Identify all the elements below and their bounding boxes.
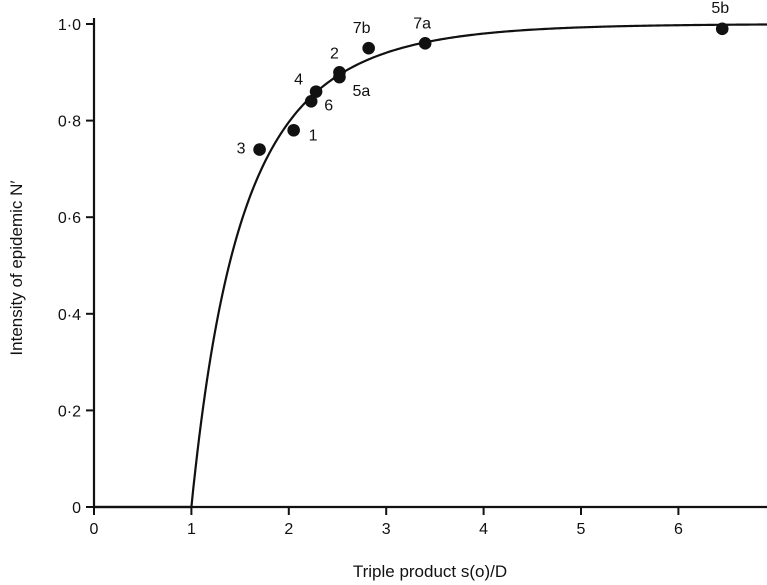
x-tick-label: 6 <box>674 521 683 538</box>
y-tick-label: 0·6 <box>58 210 81 227</box>
data-point-label: 5a <box>352 83 370 100</box>
x-tick-label: 4 <box>479 521 488 538</box>
data-points: 1 2 3 4 5a 5b 6 7a 7b <box>237 0 730 158</box>
y-tick-label: 1·0 <box>58 17 81 34</box>
data-point-label: 3 <box>237 141 246 158</box>
x-tick-label: 5 <box>577 521 586 538</box>
data-point-6 <box>304 94 318 108</box>
y-tick-label: 0·4 <box>58 307 81 324</box>
data-point-5a <box>333 70 346 84</box>
x-axis-title: Triple product s(o)/D <box>353 562 507 581</box>
y-axis: 0 0·2 0·4 0·6 0·8 1·0 <box>58 17 96 517</box>
x-tick-label: 2 <box>284 521 293 538</box>
data-point-label: 7a <box>413 15 431 32</box>
data-point-1 <box>287 123 300 137</box>
data-point-label: 4 <box>294 72 303 89</box>
data-point-3 <box>253 143 266 156</box>
x-tick-label: 0 <box>90 521 99 538</box>
data-point-label: 7b <box>353 20 371 37</box>
data-point-label: 5b <box>711 0 729 17</box>
data-point-label: 2 <box>330 45 339 62</box>
x-tick-label: 3 <box>382 521 391 538</box>
data-point-label: 1 <box>309 127 318 144</box>
data-point-7a <box>418 37 432 50</box>
data-point-label: 6 <box>324 97 333 114</box>
x-tick-label: 1 <box>187 521 196 538</box>
data-point-5b <box>715 22 729 36</box>
x-axis: 01234567 <box>90 505 767 538</box>
y-axis-title: Intensity of epidemic N′ <box>7 180 26 355</box>
data-point-4 <box>309 85 323 98</box>
data-point-7b <box>362 41 375 55</box>
y-tick-label: 0 <box>72 500 81 517</box>
y-tick-label: 0·8 <box>58 114 81 131</box>
y-tick-label: 0·2 <box>58 403 81 420</box>
theory-curve <box>94 23 767 509</box>
